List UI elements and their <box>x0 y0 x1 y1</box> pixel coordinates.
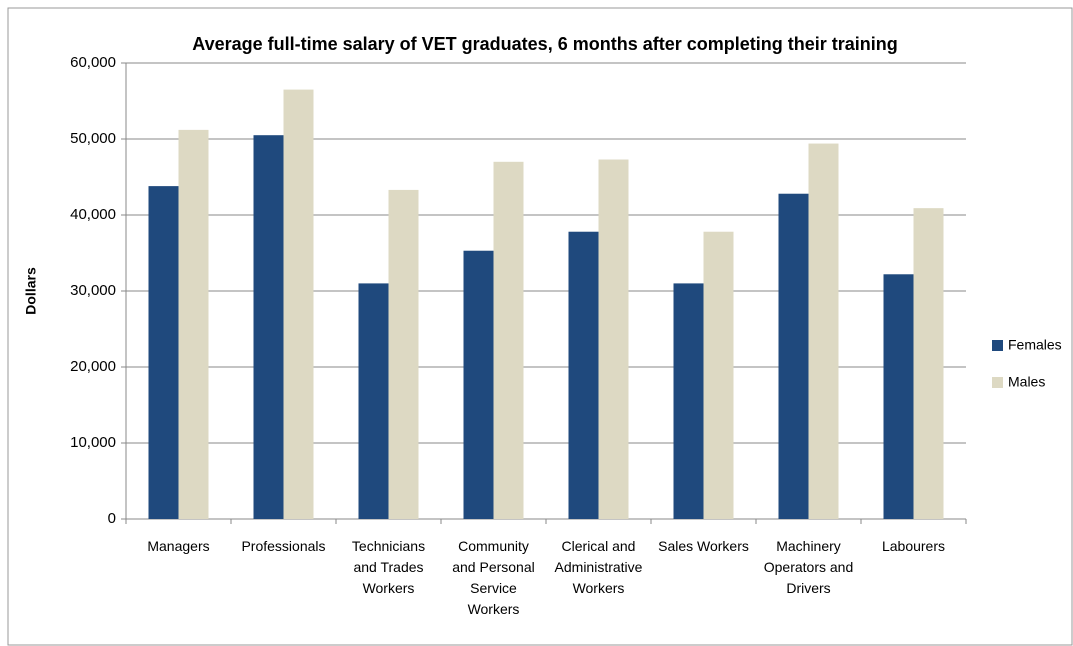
chart-title: Average full-time salary of VET graduate… <box>192 34 897 54</box>
x-tick-label: Professionals <box>241 538 325 554</box>
x-tick-label: Sales Workers <box>658 538 749 554</box>
legend-label: Females <box>1008 337 1062 353</box>
bar <box>283 89 314 519</box>
legend-label: Males <box>1008 374 1045 390</box>
x-tick-label: Managers <box>147 538 209 554</box>
bar <box>388 189 419 520</box>
bar <box>568 231 599 519</box>
y-tick-label: 30,000 <box>70 282 116 299</box>
bar <box>913 208 944 519</box>
y-axis-label: Dollars <box>23 267 39 315</box>
x-tick-label: Machinery Operators and Drivers <box>764 538 854 596</box>
bar <box>808 143 839 519</box>
bar <box>463 250 494 519</box>
bar <box>493 161 524 520</box>
bar <box>673 283 704 519</box>
y-tick-label: 0 <box>108 510 116 527</box>
bar <box>883 274 914 519</box>
y-tick-label: 60,000 <box>70 54 116 71</box>
y-tick-label: 50,000 <box>70 130 116 147</box>
y-tick-label: 10,000 <box>70 434 116 451</box>
bar <box>778 193 809 519</box>
bar <box>598 159 629 519</box>
bar <box>358 283 389 519</box>
legend-swatch <box>992 340 1003 351</box>
bar <box>703 231 734 519</box>
x-tick-label: Technicians and Trades Workers <box>352 538 425 596</box>
y-tick-label: 40,000 <box>70 206 116 223</box>
bar <box>148 186 179 519</box>
x-tick-label: Community and Personal Service Workers <box>452 538 535 617</box>
legend-swatch <box>992 377 1003 388</box>
x-tick-label: Clerical and Administrative Workers <box>555 538 643 596</box>
y-tick-label: 20,000 <box>70 358 116 375</box>
bar <box>253 135 284 519</box>
bar <box>178 129 209 519</box>
x-tick-label: Labourers <box>882 538 945 554</box>
